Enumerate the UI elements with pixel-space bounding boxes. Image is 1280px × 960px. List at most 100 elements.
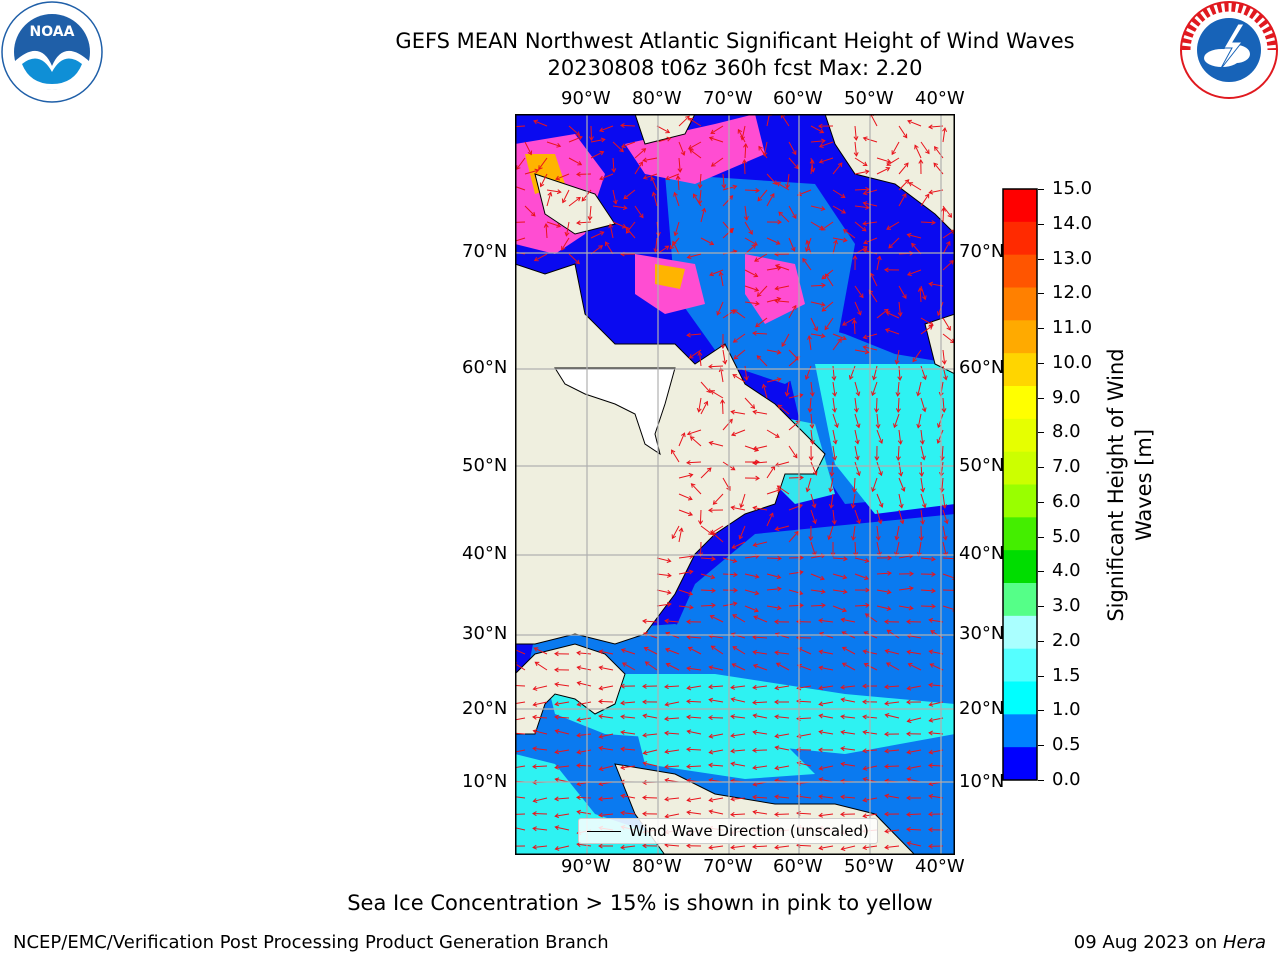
wind-arrow	[917, 381, 922, 396]
wind-arrow-head	[886, 629, 892, 635]
wind-arrow	[577, 733, 592, 737]
wind-arrow	[821, 269, 834, 280]
footer-branch: NCEP/EMC/Verification Post Processing Pr…	[13, 932, 609, 953]
wind-arrow	[898, 587, 913, 591]
wind-arrow-head	[818, 649, 824, 655]
wind-arrow	[533, 120, 548, 127]
wind-arrow-head	[884, 684, 889, 690]
wind-arrow-head	[730, 796, 735, 802]
wind-arrow	[854, 170, 869, 175]
wind-arrow-head	[930, 630, 935, 635]
wind-arrow-head	[852, 255, 858, 260]
wind-arrow	[775, 300, 790, 303]
wind-arrow	[766, 193, 775, 207]
noaa-logo-text: NOAA	[30, 24, 75, 40]
wind-arrow	[621, 748, 636, 751]
wind-arrow-head	[854, 439, 860, 445]
wind-arrow	[810, 509, 816, 524]
wind-arrow	[832, 205, 846, 214]
wind-arrow	[577, 811, 592, 815]
wind-arrow	[885, 829, 900, 832]
wind-arrow-head	[711, 532, 717, 537]
wind-arrow	[568, 136, 583, 143]
wind-arrow	[744, 221, 753, 235]
lon-label-top-3: 70°W	[703, 88, 753, 109]
wind-arrow	[515, 221, 526, 223]
wind-arrow-head	[941, 360, 947, 365]
wind-arrow-head	[871, 391, 876, 397]
wind-arrow-head	[752, 699, 757, 706]
wind-arrow	[898, 285, 907, 299]
wind-arrow	[907, 842, 922, 847]
wind-arrow-head	[832, 408, 837, 413]
wind-arrow-head	[730, 714, 735, 720]
wind-arrow-head	[709, 614, 715, 620]
colorbar-tick	[1038, 432, 1044, 434]
wind-arrow-head	[827, 535, 833, 541]
wind-arrow	[612, 221, 627, 228]
wind-arrow	[599, 173, 614, 180]
wind-arrow	[710, 525, 724, 534]
wind-arrow	[886, 662, 900, 671]
colorbar-segment	[1003, 287, 1037, 321]
wind-arrow-head	[851, 488, 857, 493]
wind-arrow	[665, 749, 680, 753]
wind-arrow-head	[726, 486, 731, 491]
wind-arrow	[599, 765, 614, 770]
wind-arrow-head	[532, 764, 537, 770]
wind-arrow-head	[906, 271, 912, 277]
wind-arrow-head	[928, 827, 933, 833]
wind-arrow	[634, 148, 646, 159]
colorbar-segment	[1003, 386, 1037, 420]
wind-arrow	[766, 466, 776, 479]
wind-arrow-head	[622, 205, 628, 211]
wind-arrow-head	[737, 128, 743, 134]
wind-arrow-head	[830, 552, 836, 557]
wind-arrow	[819, 813, 834, 817]
wind-arrow	[700, 604, 716, 607]
colorbar-tick-label: 12.0	[1052, 282, 1093, 304]
lon-label-top-5: 50°W	[844, 88, 894, 109]
wind-arrow-head	[642, 761, 648, 767]
wind-arrow-head	[857, 310, 862, 316]
wind-arrow-head	[931, 603, 936, 609]
wind-arrow-head	[620, 714, 625, 720]
wind-arrow-head	[534, 661, 540, 667]
wind-arrow-head	[906, 685, 912, 691]
wind-arrow-head	[642, 811, 647, 817]
wind-arrow-head	[884, 700, 889, 706]
wind-arrow	[842, 662, 856, 671]
wind-arrow-head	[820, 226, 826, 231]
wind-arrow-head	[776, 605, 782, 611]
wind-arrow	[532, 716, 548, 719]
wind-arrow	[691, 483, 702, 495]
wind-arrow-head	[664, 618, 669, 624]
wind-arrow-head	[798, 569, 804, 575]
legend-line-swatch	[587, 830, 621, 832]
wind-arrow	[545, 223, 548, 239]
wind-arrow	[819, 845, 834, 849]
wind-arrow-head	[895, 408, 901, 413]
wind-arrow-head	[886, 161, 892, 166]
wind-arrow-head	[832, 439, 838, 445]
wind-arrow-head	[598, 745, 604, 751]
wind-arrow	[709, 666, 724, 671]
wind-arrow-head	[841, 662, 847, 667]
wind-arrow-head	[887, 570, 892, 576]
wind-arrow	[898, 193, 907, 207]
wind-arrow	[786, 381, 790, 396]
wind-arrow-head	[620, 810, 625, 816]
wind-arrow	[752, 332, 768, 335]
wind-arrow-head	[862, 683, 867, 689]
wind-arrow	[885, 749, 900, 752]
wind-arrow-head	[862, 765, 868, 771]
lat-label-left-5: 30°N	[462, 623, 508, 644]
wind-arrow-head	[853, 152, 859, 157]
wind-arrow-head	[840, 761, 846, 767]
wind-arrow-head	[743, 216, 749, 221]
wind-arrow	[854, 604, 870, 607]
wind-arrow-head	[840, 617, 846, 623]
wind-arrow-head	[818, 713, 824, 719]
wind-arrow-head	[638, 161, 643, 167]
wind-arrow-head	[921, 503, 927, 509]
